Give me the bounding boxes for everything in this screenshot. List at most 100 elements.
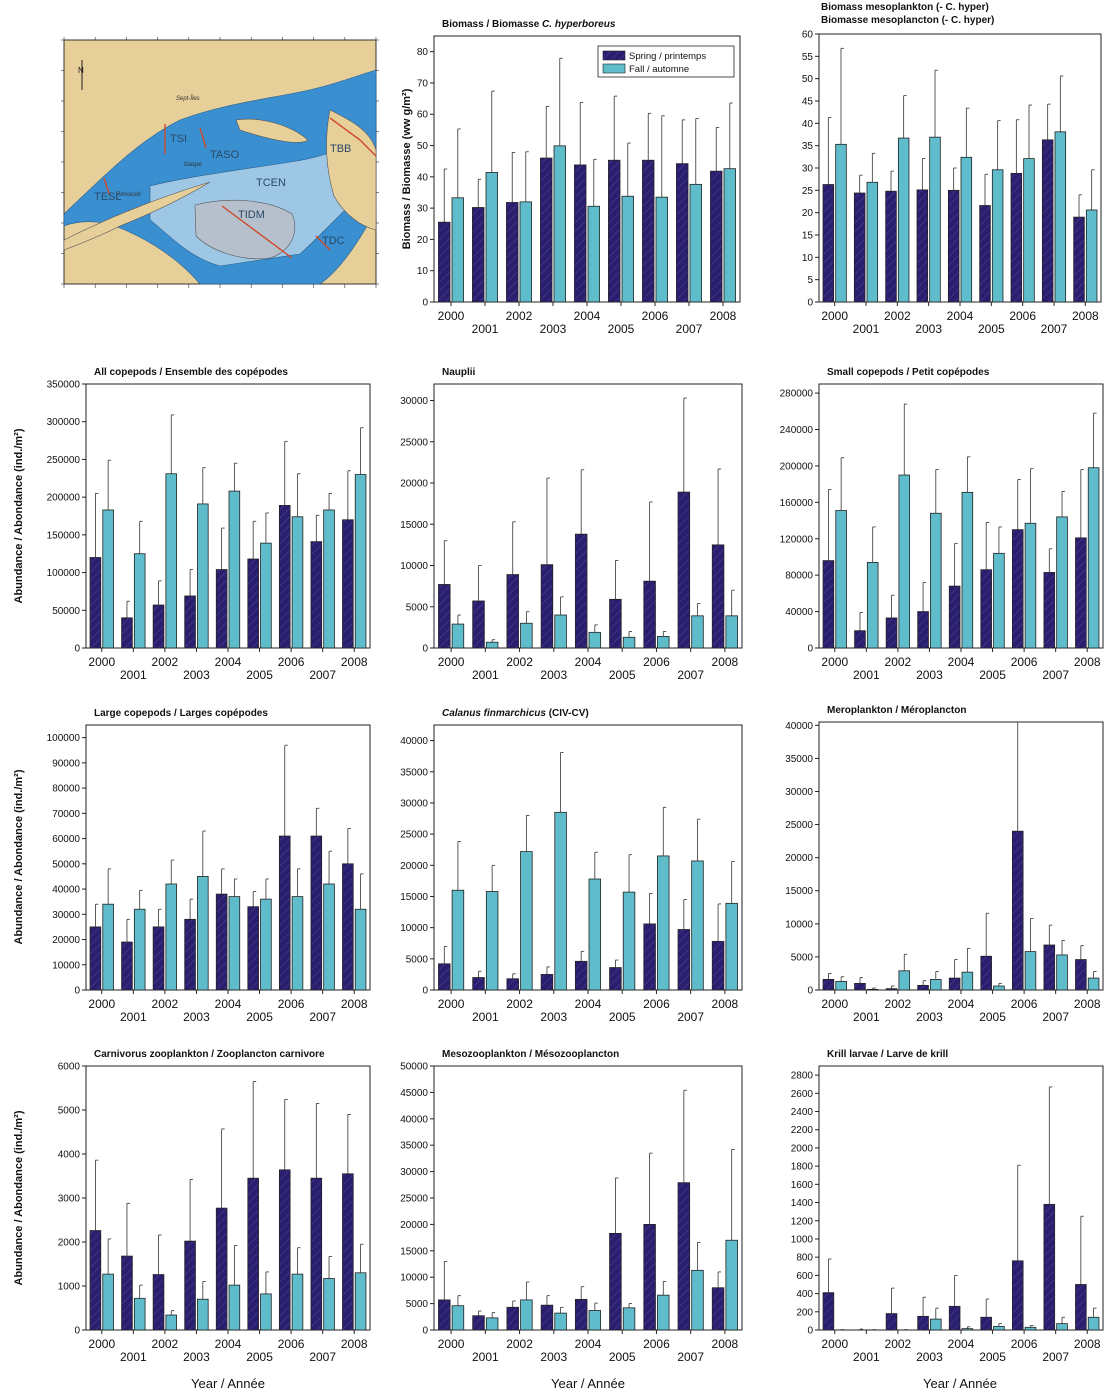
- spring-bar-2002: [885, 988, 898, 991]
- fall-bar-2004: [587, 205, 600, 303]
- x-tick-label: 2002: [506, 309, 533, 323]
- y-tick-label: 25000: [400, 830, 428, 841]
- x-tick-label: 2004: [948, 1337, 975, 1351]
- spring-bar-2003: [917, 1315, 929, 1331]
- map-label-tsi: TSI: [170, 133, 187, 145]
- x-axis-label: Year / Année: [191, 1376, 265, 1391]
- spring-bar-2000: [89, 926, 102, 991]
- x-tick-label: 2004: [215, 1337, 242, 1351]
- fall-bar-2001: [133, 553, 146, 649]
- y-tick-label: 0: [807, 298, 813, 309]
- y-tick-label: 5000: [791, 952, 814, 963]
- plot-frame: [818, 1065, 1104, 1331]
- spring-bar-2006: [278, 835, 291, 991]
- y-axis-label-abundance: Abundance / Abondance (ind./m²): [13, 769, 25, 944]
- fall-bar-2005: [991, 169, 1004, 303]
- spring-bar-2004: [948, 1305, 961, 1331]
- fall-bar-2000: [451, 1305, 465, 1331]
- map-label-tcen: TCEN: [256, 177, 286, 189]
- fall-bar-2002: [165, 883, 178, 991]
- fall-bar-2003: [930, 979, 942, 991]
- y-tick-label: 200000: [780, 461, 814, 472]
- fall-bar-2001: [866, 988, 879, 991]
- y-tick-label: 350000: [47, 380, 81, 391]
- spring-bar-2005: [247, 906, 259, 991]
- x-tick-label: 2005: [608, 322, 635, 336]
- spring-bar-2003: [917, 611, 929, 649]
- spring-bar-2008: [1073, 216, 1085, 303]
- spring-bar-2003: [917, 984, 929, 991]
- spring-bar-2006: [278, 505, 291, 649]
- fall-bar-2002: [897, 137, 910, 303]
- legend-label-spring: Spring / printemps: [629, 51, 706, 62]
- y-tick-label: 50: [802, 74, 814, 85]
- y-tick-label: 400: [796, 1289, 813, 1300]
- y-tick-label: 2000: [791, 1143, 814, 1154]
- x-tick-label: 2004: [948, 655, 975, 669]
- spring-bar-2006: [643, 923, 656, 991]
- fall-bar-2003: [929, 136, 941, 303]
- y-tick-label: 40: [802, 119, 814, 130]
- spring-bar-2004: [574, 1298, 588, 1331]
- x-tick-label: 2000: [88, 655, 115, 669]
- map-place-label: Sept-Îles: [176, 95, 200, 102]
- fall-bar-2005: [993, 985, 1005, 991]
- fall-bar-2000: [451, 197, 464, 303]
- y-tick-label: 50000: [400, 1062, 428, 1073]
- y-tick-label: 250000: [47, 455, 81, 466]
- spring-bar-2005: [609, 1232, 622, 1331]
- y-tick-label: 80: [417, 47, 429, 58]
- fall-bar-2003: [930, 512, 942, 649]
- chart-title-part: Calanus finmarchicus: [442, 708, 546, 719]
- map-label-tdc: TDC: [322, 235, 345, 247]
- y-tick-label: 100000: [47, 568, 81, 579]
- spring-bar-2008: [342, 863, 354, 991]
- map-section-line: [315, 235, 331, 251]
- y-tick-label: 40: [417, 172, 429, 183]
- chart-title: Biomass mesoplankton (- C. hyper): [821, 2, 989, 13]
- chart-title: Calanus finmarchicus (CIV-CV): [442, 708, 589, 719]
- spring-bar-2001: [472, 600, 485, 649]
- y-tick-label: 0: [807, 644, 813, 655]
- spring-bar-2007: [677, 1182, 691, 1331]
- y-tick-label: 60000: [52, 834, 80, 845]
- fall-bar-2001: [485, 1317, 499, 1331]
- x-axis-label: Year / Année: [923, 1376, 997, 1391]
- spring-bar-2001: [472, 977, 485, 991]
- x-tick-label: 2000: [821, 997, 848, 1011]
- y-tick-label: 60: [417, 110, 429, 121]
- y-tick-label: 20000: [400, 479, 428, 490]
- y-tick-label: 70000: [52, 809, 80, 820]
- spring-bar-2003: [540, 564, 554, 649]
- fall-bar-2004: [588, 878, 602, 991]
- spring-bar-2006: [643, 580, 656, 649]
- y-tick-label: 10000: [400, 1273, 428, 1284]
- fall-bar-2002: [520, 851, 533, 991]
- spring-bar-2002: [506, 574, 519, 649]
- x-tick-label: 2007: [309, 668, 336, 682]
- x-tick-label: 2007: [1042, 1010, 1069, 1024]
- fall-bar-2007: [691, 1269, 704, 1331]
- spring-bar-2002: [506, 1306, 519, 1331]
- map-place-label: Rimouski: [116, 192, 141, 198]
- x-tick-label: 2004: [575, 997, 602, 1011]
- y-tick-label: 10: [417, 266, 429, 277]
- map-island-anticosti: [235, 118, 309, 143]
- y-tick-label: 2600: [791, 1089, 814, 1100]
- chart-panel-6: 0 10000 20000 30000 40000 50000 60000 70000 8000…: [47, 708, 371, 1024]
- fall-bar-2006: [291, 1273, 304, 1331]
- spring-bar-2004: [574, 960, 588, 991]
- x-tick-label: 2000: [821, 1337, 848, 1351]
- spring-bar-2007: [310, 1177, 323, 1331]
- x-tick-label: 2002: [506, 1337, 533, 1351]
- x-tick-label: 2003: [540, 1010, 567, 1024]
- chart-title: Small copepods / Petit copépodes: [827, 367, 990, 378]
- y-tick-label: 240000: [780, 425, 814, 436]
- fall-bar-2007: [691, 615, 704, 649]
- y-tick-label: 50000: [52, 859, 80, 870]
- y-tick-label: 0: [74, 986, 80, 997]
- y-tick-label: 60: [802, 30, 814, 41]
- x-tick-label: 2006: [1011, 655, 1038, 669]
- x-tick-label: 2004: [947, 309, 974, 323]
- x-tick-label: 2005: [978, 322, 1005, 336]
